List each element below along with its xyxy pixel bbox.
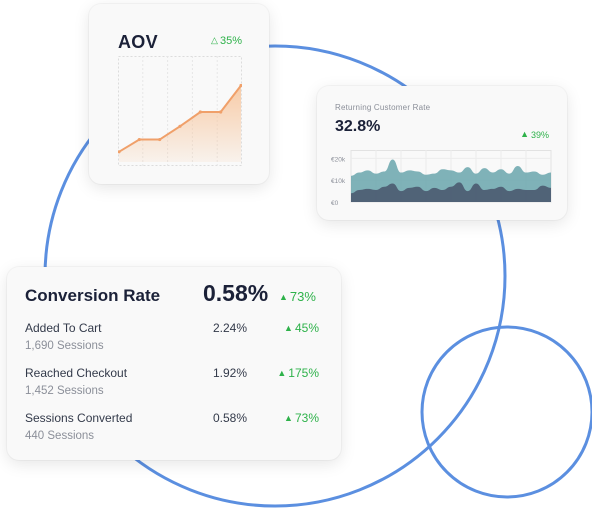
triangle-up-icon: ▲ — [520, 129, 529, 139]
funnel-row-change-value: 45% — [294, 321, 319, 335]
triangle-up-icon: ▲ — [279, 292, 288, 302]
returning-customer-change-value: 39% — [530, 130, 549, 140]
triangle-up-icon: ▲ — [284, 413, 293, 423]
funnel-row-sessions-converted: Sessions Converted 440 Sessions 0.58% ▲ 7… — [7, 411, 341, 451]
conversion-rate-title: Conversion Rate — [25, 286, 161, 305]
aov-chart-point — [198, 110, 202, 114]
triangle-up-outline-icon: △ — [211, 35, 218, 45]
funnel-row-rate: 2.24% — [212, 321, 247, 335]
returning-customer-title: Returning Customer Rate — [335, 103, 431, 112]
funnel-row-sessions: 440 Sessions — [25, 430, 95, 442]
triangle-up-icon: ▲ — [284, 323, 293, 333]
funnel-row-added-to-cart: Added To Cart 1,690 Sessions 2.24% ▲ 45% — [7, 321, 341, 361]
returning-customer-card: Returning Customer Rate 32.8% ▲ 39% €20k €… — [317, 86, 567, 220]
funnel-row-label: Added To Cart — [25, 321, 102, 335]
aov-chart-point — [158, 137, 162, 142]
conversion-rate-value: 0.58% — [203, 280, 269, 306]
funnel-row-sessions: 1,690 Sessions — [25, 340, 104, 352]
small-ring — [420, 325, 592, 499]
returning-customer-value: 32.8% — [335, 118, 381, 135]
aov-chart-point — [219, 110, 223, 114]
funnel-row-change: ▲ 73% — [284, 411, 319, 425]
conversion-rate-change: ▲ 73% — [279, 289, 316, 304]
aov-title: AOV — [118, 32, 158, 52]
funnel-row-change-value: 73% — [294, 411, 319, 425]
aov-change: △ 35% — [211, 35, 242, 47]
funnel-row-change: ▲ 175% — [277, 366, 319, 380]
aov-chart-grid — [118, 56, 242, 166]
rcr-y-tick-label: €20k — [331, 156, 346, 163]
funnel-row-label: Reached Checkout — [25, 366, 128, 380]
funnel-row-sessions: 1,452 Sessions — [25, 385, 104, 397]
conversion-rate-change-value: 73% — [289, 289, 316, 304]
aov-chart-point — [178, 124, 182, 128]
triangle-up-icon: ▲ — [277, 368, 287, 378]
aov-chart-point — [137, 137, 141, 142]
aov-chart-points — [118, 83, 242, 154]
funnel-row-change-value: 175% — [288, 366, 319, 380]
aov-chart-point — [118, 150, 121, 154]
funnel-row-reached-checkout: Reached Checkout 1,452 Sessions 1.92% ▲ 1… — [7, 366, 341, 406]
aov-chart-area — [119, 85, 241, 162]
funnel-row-rate: 0.58% — [212, 411, 247, 425]
rcr-y-tick-label: €10k — [331, 178, 346, 185]
aov-card: AOV △ 35% — [89, 4, 269, 184]
funnel-row-label: Sessions Converted — [25, 411, 133, 425]
returning-customer-chart: €20k €10k €0 — [331, 150, 552, 206]
aov-change-value: 35% — [219, 35, 242, 47]
funnel-row-rate: 1.92% — [212, 366, 247, 380]
aov-chart-point — [239, 83, 242, 88]
aov-grid-frame — [118, 56, 242, 166]
returning-customer-y-ticks: €20k €10k €0 — [331, 156, 346, 206]
returning-customer-change: ▲ 39% — [520, 129, 549, 140]
rcr-y-tick-label: €0 — [331, 200, 339, 206]
aov-chart — [118, 56, 242, 166]
returning-customer-series-2 — [351, 182, 551, 202]
conversion-rate-card: Conversion Rate 0.58% ▲ 73% Added To Cart… — [7, 267, 341, 460]
funnel-row-change: ▲ 45% — [284, 321, 319, 335]
